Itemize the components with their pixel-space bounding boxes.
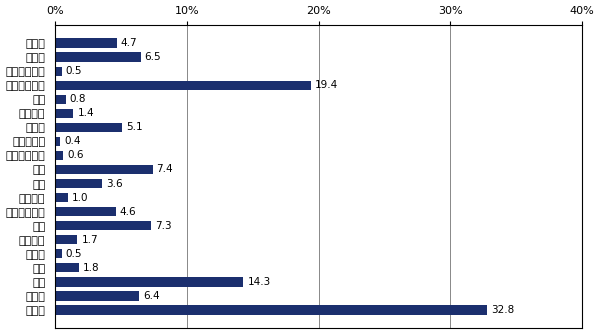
Bar xyxy=(55,292,139,301)
Bar xyxy=(55,306,487,315)
Text: 6.4: 6.4 xyxy=(143,291,160,301)
Text: 19.4: 19.4 xyxy=(314,80,338,90)
Bar xyxy=(55,109,73,118)
Text: 3.6: 3.6 xyxy=(106,179,123,188)
Bar xyxy=(55,38,117,47)
Bar xyxy=(55,249,62,259)
Bar xyxy=(55,95,65,104)
Text: 1.7: 1.7 xyxy=(82,235,98,245)
Text: 0.5: 0.5 xyxy=(65,66,82,76)
Text: 0.5: 0.5 xyxy=(65,249,82,259)
Bar xyxy=(55,137,60,146)
Bar xyxy=(55,235,77,244)
Text: 6.5: 6.5 xyxy=(145,52,161,62)
Text: 1.4: 1.4 xyxy=(77,108,94,118)
Text: 7.3: 7.3 xyxy=(155,221,172,231)
Bar xyxy=(55,66,62,75)
Bar xyxy=(55,52,140,61)
Bar xyxy=(55,263,79,273)
Text: 7.4: 7.4 xyxy=(157,164,173,174)
Text: 4.7: 4.7 xyxy=(121,38,137,48)
Bar xyxy=(55,123,122,132)
Text: 14.3: 14.3 xyxy=(247,277,271,287)
Text: 4.6: 4.6 xyxy=(119,207,136,217)
Bar xyxy=(55,277,244,287)
Bar xyxy=(55,179,103,188)
Bar xyxy=(55,193,68,202)
Bar xyxy=(55,221,151,230)
Bar xyxy=(55,80,311,90)
Bar xyxy=(55,207,116,216)
Text: 32.8: 32.8 xyxy=(491,305,514,315)
Text: 1.0: 1.0 xyxy=(72,193,89,203)
Text: 0.4: 0.4 xyxy=(64,136,81,146)
Text: 1.8: 1.8 xyxy=(83,263,100,273)
Text: 0.8: 0.8 xyxy=(70,94,86,104)
Text: 5.1: 5.1 xyxy=(126,122,143,132)
Bar xyxy=(55,151,63,160)
Bar xyxy=(55,165,152,174)
Text: 0.6: 0.6 xyxy=(67,150,83,160)
